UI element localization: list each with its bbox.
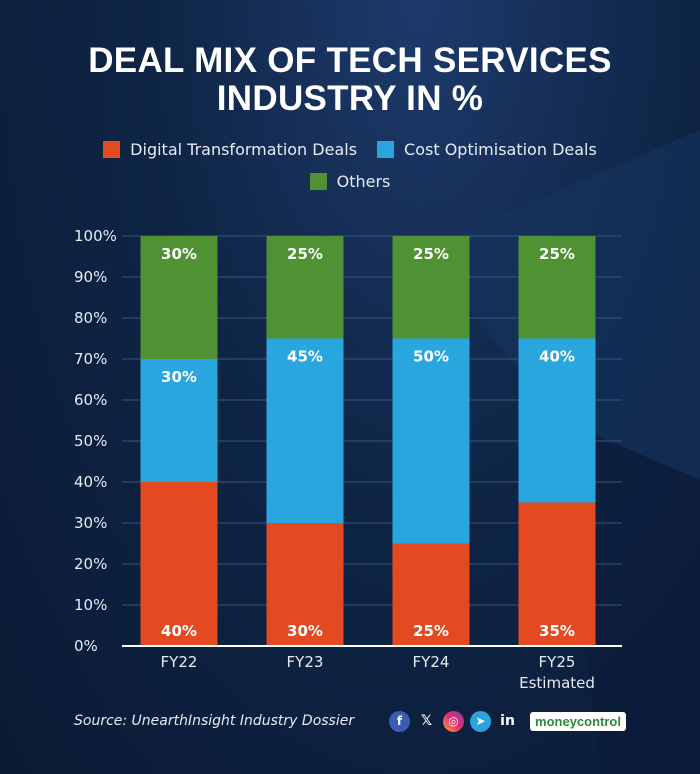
x-icon[interactable]: 𝕏	[420, 713, 433, 729]
bar-segment	[518, 338, 596, 503]
x-tick-label: FY24	[413, 653, 450, 671]
y-tick-label: 40%	[74, 473, 107, 491]
data-label: 30%	[161, 245, 197, 263]
y-tick-label: 0%	[74, 637, 98, 655]
bar-segment	[518, 236, 596, 339]
bar-segment	[392, 543, 470, 646]
y-tick-label: 90%	[74, 268, 107, 286]
data-label: 45%	[287, 348, 323, 366]
data-label: 30%	[287, 622, 323, 640]
bar-segment	[518, 502, 596, 646]
bar-segment	[140, 359, 218, 482]
bar-segment	[266, 236, 344, 339]
y-tick-label: 50%	[74, 432, 107, 450]
linkedin-icon[interactable]: in	[500, 713, 515, 729]
y-tick-label: 70%	[74, 350, 107, 368]
y-tick-label: 80%	[74, 309, 107, 327]
data-label: 50%	[413, 348, 449, 366]
data-label: 40%	[539, 348, 575, 366]
bar-segment	[392, 338, 470, 544]
data-label: 25%	[413, 245, 449, 263]
legend-item-cost: Cost Optimisation Deals	[377, 140, 597, 159]
data-label: 35%	[539, 622, 575, 640]
social-links: f 𝕏 ◎ ➤ in moneycontrol	[389, 710, 626, 732]
x-tick-label: FY23	[287, 653, 324, 671]
y-tick-label: 30%	[74, 514, 107, 532]
bar-segment	[392, 236, 470, 339]
y-tick-label: 100%	[74, 227, 117, 245]
y-tick-label: 60%	[74, 391, 107, 409]
bar-segment	[140, 236, 218, 359]
facebook-icon[interactable]: f	[389, 710, 411, 732]
x-tick-label: FY22	[161, 653, 198, 671]
telegram-icon[interactable]: ➤	[470, 710, 492, 732]
data-label: 25%	[539, 245, 575, 263]
y-tick-label: 10%	[74, 596, 107, 614]
legend-item-others: Others	[309, 172, 391, 191]
data-label: 25%	[287, 245, 323, 263]
x-tick-label: FY25	[539, 653, 576, 671]
legend: Digital Transformation Deals Cost Optimi…	[0, 140, 700, 204]
bar-segment	[266, 523, 344, 646]
legend-swatch-digital	[103, 141, 121, 158]
bar-segment	[140, 482, 218, 646]
source-note: Source: UnearthInsight Industry Dossier	[74, 713, 355, 729]
legend-label-digital: Digital Transformation Deals	[130, 140, 358, 159]
moneycontrol-logo: moneycontrol	[530, 711, 626, 731]
data-label: 30%	[161, 368, 197, 386]
data-label: 25%	[413, 622, 449, 640]
legend-item-digital: Digital Transformation Deals	[103, 140, 357, 159]
instagram-icon[interactable]: ◎	[443, 710, 465, 732]
bar-segment	[266, 338, 344, 523]
chart-title-line-1: DEAL MIX OF TECH SERVICES	[88, 41, 612, 80]
footer: Source: UnearthInsight Industry Dossier …	[74, 708, 626, 734]
legend-swatch-cost	[377, 141, 395, 158]
chart-title: DEAL MIX OF TECH SERVICES INDUSTRY IN %	[0, 42, 700, 118]
y-tick-label: 20%	[74, 555, 107, 573]
legend-swatch-others	[309, 173, 327, 190]
x-tick-label: Estimated	[519, 674, 595, 692]
data-label: 40%	[161, 622, 197, 640]
chart-title-line-2: INDUSTRY IN %	[216, 79, 484, 118]
legend-label-others: Others	[336, 172, 391, 191]
legend-label-cost: Cost Optimisation Deals	[404, 140, 597, 159]
